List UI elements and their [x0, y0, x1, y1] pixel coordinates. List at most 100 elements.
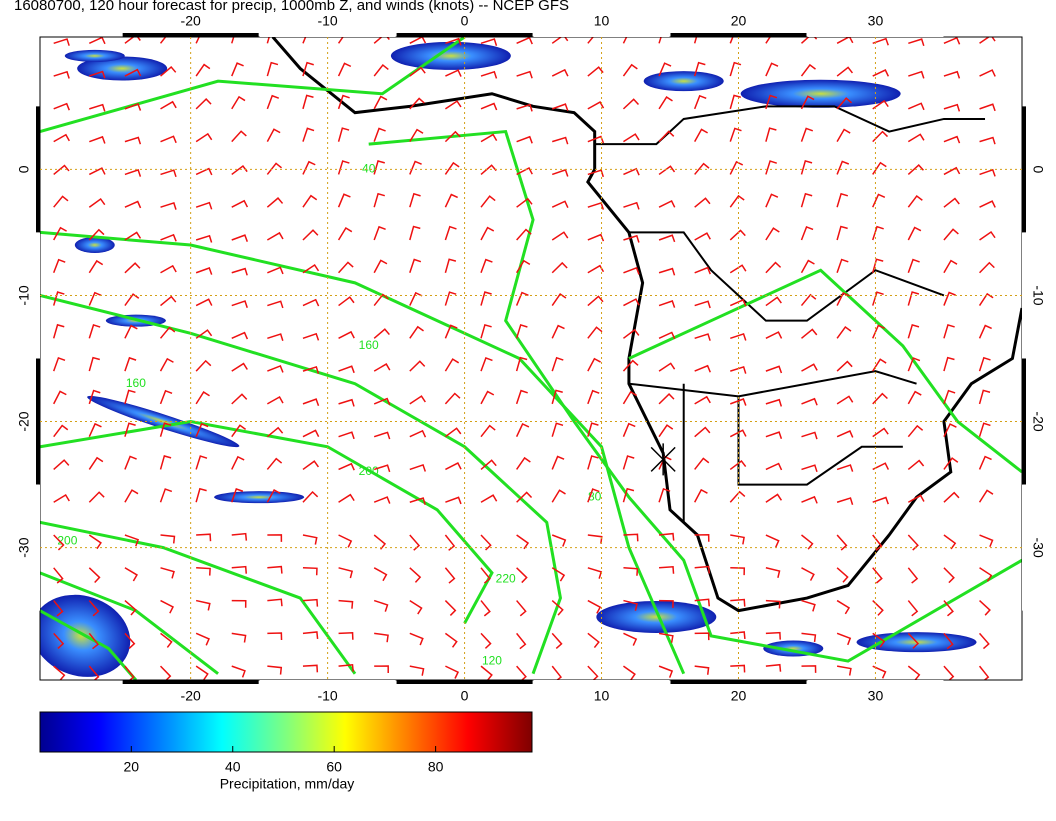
wind-barb: [801, 534, 814, 550]
wind-barb: [587, 534, 603, 544]
wind-barb: [551, 534, 567, 547]
wind-barb: [907, 390, 922, 405]
height-contour: [40, 520, 357, 675]
wind-barb: [765, 493, 783, 503]
x-tick-label: 20: [731, 13, 747, 29]
wind-barb: [124, 231, 142, 241]
height-contour: [40, 420, 494, 624]
wind-barb: [480, 70, 498, 79]
wind-barb: [231, 234, 249, 242]
wind-barb: [337, 62, 352, 77]
wind-barb: [836, 192, 849, 208]
wind-barb: [409, 128, 424, 143]
wind-barb: [979, 261, 995, 274]
wind-barb: [302, 194, 318, 208]
wind-barb: [729, 264, 747, 274]
wind-barb: [836, 37, 854, 44]
colorbar-tick-label: 80: [428, 759, 444, 775]
wind-barb: [836, 258, 849, 274]
wind-barb: [409, 463, 427, 472]
wind-barb: [907, 291, 920, 306]
wind-barb: [623, 599, 638, 611]
wind-barb: [338, 663, 354, 672]
wind-barb: [160, 169, 177, 178]
wind-barb: [159, 455, 172, 470]
wind-barb: [231, 164, 248, 176]
wind-barb: [337, 94, 350, 110]
wind-barb: [195, 132, 213, 143]
wind-barb: [658, 487, 671, 503]
wind-barb: [622, 487, 635, 503]
wind-barb: [730, 567, 746, 576]
wind-barb: [444, 427, 462, 438]
wind-barb: [587, 326, 603, 339]
wind-barb: [515, 389, 528, 405]
wind-barb: [694, 457, 710, 470]
wind-barb: [444, 291, 457, 306]
colorbar-label: Precipitation, mm/day: [220, 776, 355, 792]
wind-barb: [587, 455, 599, 470]
y-tick-label: 0: [16, 165, 32, 173]
wind-barb: [730, 534, 745, 545]
wind-barb: [88, 37, 106, 45]
wind-barb: [88, 259, 104, 274]
wind-barb: [979, 37, 996, 44]
wind-barb: [658, 267, 676, 276]
contour-label: 160: [126, 376, 146, 390]
wind-barb: [231, 488, 244, 503]
wind-barb: [231, 565, 248, 574]
wind-barb: [551, 489, 566, 503]
wind-barb: [872, 99, 889, 110]
wind-barb: [124, 262, 141, 274]
wind-barb: [979, 567, 993, 582]
wind-barb: [872, 632, 886, 648]
wind-barb: [480, 665, 493, 680]
wind-barb: [409, 665, 425, 676]
wind-barb: [907, 323, 920, 339]
wind-barb: [373, 599, 389, 612]
wind-barb: [267, 333, 284, 341]
precip-area: [643, 71, 724, 92]
precip-area: [74, 237, 115, 254]
wind-barb: [658, 200, 676, 208]
wind-barb: [658, 96, 673, 110]
wind-barb: [124, 293, 140, 306]
wind-barb: [658, 632, 674, 643]
contour-label: 220: [496, 571, 516, 585]
wind-barb: [159, 37, 175, 44]
wind-barb: [623, 567, 639, 576]
wind-barb: [302, 160, 316, 175]
wind-barb: [267, 665, 283, 675]
wind-barb: [444, 161, 460, 175]
wind-barb: [694, 300, 711, 309]
wind-barb: [907, 424, 924, 438]
wind-barb: [53, 600, 64, 617]
x-tick-label: 20: [731, 688, 747, 704]
wind-barb: [694, 266, 711, 275]
wind-barb: [409, 360, 426, 372]
wind-barb: [516, 166, 533, 176]
wind-barb: [480, 291, 492, 306]
wind-barb: [978, 489, 994, 503]
wind-barb: [801, 431, 818, 440]
wind-barb: [729, 94, 742, 110]
wind-barb: [943, 197, 960, 208]
contour-label: 200: [57, 533, 77, 547]
wind-barb: [231, 362, 248, 372]
height-contour: [368, 129, 1022, 663]
wind-barb: [694, 426, 711, 438]
wind-barb: [551, 168, 569, 177]
wind-barb: [445, 37, 462, 46]
wind-barb: [836, 599, 851, 615]
contour-label: 200: [359, 464, 379, 478]
wind-barb: [800, 63, 816, 77]
wind-barb: [374, 632, 389, 643]
wind-barb: [338, 365, 355, 374]
wind-barb: [587, 295, 604, 307]
wind-barb: [124, 632, 136, 649]
wind-barb: [587, 567, 603, 579]
wind-barb: [836, 325, 852, 339]
wind-barb: [587, 357, 601, 372]
wind-barb: [622, 455, 635, 470]
wind-barb: [160, 632, 173, 648]
